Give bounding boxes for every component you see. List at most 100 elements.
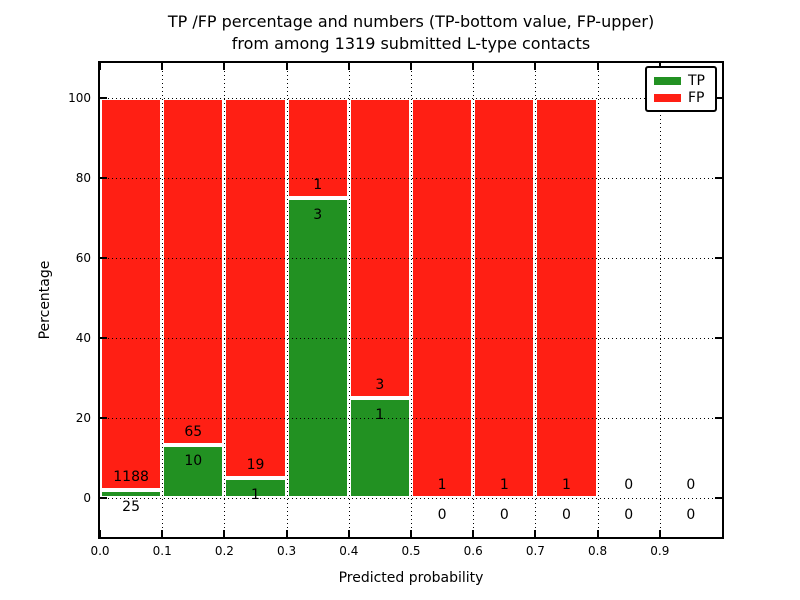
fp-count-annotation: 3 [375, 377, 385, 394]
x-tick-label: 0.7 [525, 544, 545, 558]
fp-legend-label: FP [688, 89, 705, 106]
x-tick-label: 0.8 [588, 544, 608, 558]
fp-bar [348, 98, 411, 398]
tp-count-annotation: 0 [499, 506, 509, 523]
x-tick-mark [658, 530, 661, 537]
x-tick-mark [161, 530, 164, 537]
x-tick-label: 0.0 [90, 544, 110, 558]
fp-count-annotation: 1 [437, 477, 447, 494]
x-tick-label: 0.3 [277, 544, 297, 558]
fp-count-annotation: 19 [246, 457, 265, 474]
x-tick-mark [410, 530, 412, 537]
tp-count-annotation: 0 [437, 506, 447, 523]
y-tick-label: 40 [75, 331, 91, 345]
y-tick-mark-right [715, 97, 722, 99]
y-tick-mark-right [715, 257, 722, 259]
y-tick-mark [100, 177, 107, 179]
fp-count-annotation: 1 [562, 477, 571, 494]
x-tick-mark-top [285, 63, 288, 70]
x-tick-label: 0.6 [463, 544, 483, 558]
gridline-vertical [597, 63, 599, 537]
x-tick-mark-top [596, 63, 599, 70]
chart-title-line2: from among 1319 submitted L-type contact… [231, 33, 591, 53]
fp-bar [162, 98, 225, 445]
y-tick-mark-right [715, 497, 722, 499]
tp-count-annotation: 0 [624, 506, 634, 523]
tp-count-annotation: 3 [313, 206, 323, 223]
gridline-vertical [286, 63, 288, 537]
legend-entry-fp: FP [654, 91, 708, 105]
fp-bar [224, 98, 287, 478]
tp-count-annotation: 1 [375, 406, 385, 423]
x-tick-mark-top [534, 63, 537, 70]
x-tick-mark-top [161, 63, 164, 70]
y-tick-label: 0 [83, 491, 91, 505]
fp-bar [286, 98, 349, 198]
y-tick-label: 20 [75, 411, 91, 425]
y-tick-mark [100, 497, 107, 499]
legend-entry-tp: TP [654, 74, 708, 88]
fp-legend-swatch [654, 93, 681, 102]
fp-count-annotation: 0 [624, 477, 634, 494]
y-tick-mark [100, 417, 107, 419]
fp-bar [411, 98, 474, 498]
gridline-vertical [473, 63, 475, 537]
y-tick-label: 60 [75, 251, 91, 265]
x-tick-mark-top [99, 63, 101, 70]
fp-count-annotation: 1 [499, 477, 509, 494]
tp-bar [224, 478, 287, 498]
gridline-vertical [348, 63, 350, 537]
x-tick-label: 0.4 [339, 544, 359, 558]
tp-count-annotation: 25 [122, 498, 141, 515]
x-tick-label: 0.9 [650, 544, 670, 558]
fp-count-annotation: 0 [686, 477, 696, 494]
x-tick-mark [347, 530, 350, 537]
tp-bar [348, 398, 411, 498]
tp-count-annotation: 0 [562, 506, 571, 523]
x-tick-mark [472, 530, 475, 537]
y-axis-label: Percentage [37, 260, 53, 340]
x-tick-mark [596, 530, 599, 537]
x-tick-label: 0.1 [152, 544, 172, 558]
tp-bar [286, 198, 349, 498]
y-tick-mark [100, 97, 107, 99]
chart-title-line1: TP /FP percentage and numbers (TP-bottom… [167, 12, 655, 31]
gridline-vertical [411, 63, 412, 537]
legend: TP FP [645, 66, 717, 112]
chart-title: TP /FP percentage and numbers (TP-bottom… [98, 11, 724, 54]
x-axis-label: Predicted probability [338, 570, 484, 586]
x-tick-mark [223, 530, 226, 537]
tp-count-annotation: 0 [686, 506, 696, 523]
fp-count-annotation: 1188 [113, 468, 149, 485]
fp-bar [535, 98, 598, 498]
x-tick-label: 0.5 [401, 544, 421, 558]
tp-legend-swatch [654, 76, 681, 85]
y-tick-mark-right [715, 337, 722, 339]
fp-count-annotation: 65 [184, 423, 203, 440]
x-tick-mark [285, 530, 288, 537]
fp-bar [100, 98, 163, 490]
x-tick-mark-top [472, 63, 475, 70]
y-tick-mark [100, 337, 107, 339]
tp-count-annotation: 10 [184, 453, 203, 470]
x-tick-mark-top [223, 63, 226, 70]
x-tick-mark [99, 530, 101, 537]
y-tick-label: 100 [68, 91, 91, 105]
y-tick-label: 80 [75, 171, 91, 185]
plot-area: TP FP 1188 25 65 10 19 1 1 3 3 1 1 0 1 0 1 0 0 0 0 0 0.0 0.1 0… [68, 61, 724, 558]
y-tick-mark-right [715, 417, 722, 419]
x-tick-mark-top [410, 63, 412, 70]
gridline-vertical [535, 63, 537, 537]
fp-count-annotation: 1 [313, 177, 323, 194]
fp-bar [473, 98, 536, 498]
tp-bar [100, 489, 163, 498]
y-tick-mark-right [715, 177, 722, 179]
tp-count-annotation: 1 [251, 486, 260, 503]
gridline-vertical [162, 63, 164, 537]
x-tick-label: 0.2 [214, 544, 234, 558]
gridline-vertical [659, 63, 661, 537]
x-tick-mark [534, 530, 537, 537]
gridline-vertical [224, 63, 226, 537]
y-tick-mark [100, 257, 107, 259]
